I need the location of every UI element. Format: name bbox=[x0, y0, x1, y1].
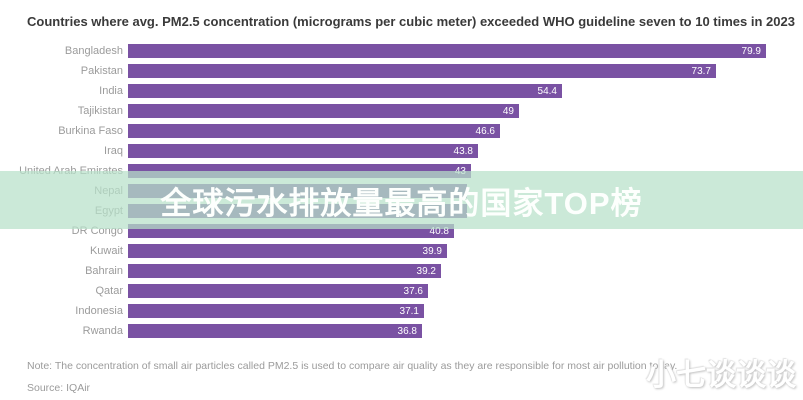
banner-overlay: 全球污水排放量最高的国家TOP榜 bbox=[0, 171, 803, 229]
bar-row: Bangladesh 79.9 bbox=[0, 41, 803, 61]
bar: 79.9 bbox=[128, 44, 766, 58]
value-label: 43.8 bbox=[453, 145, 473, 157]
bar-row: Indonesia 37.1 bbox=[0, 301, 803, 321]
bar: 37.1 bbox=[128, 304, 424, 318]
bar-row: Rwanda 36.8 bbox=[0, 321, 803, 341]
bar: 46.6 bbox=[128, 124, 500, 138]
country-label: Rwanda bbox=[82, 325, 123, 337]
bar: 54.4 bbox=[128, 84, 562, 98]
bar-row: Bahrain 39.2 bbox=[0, 261, 803, 281]
bar: 73.7 bbox=[128, 64, 716, 78]
country-label: Indonesia bbox=[75, 305, 123, 317]
country-label: Kuwait bbox=[89, 245, 123, 257]
bar-row: India 54.4 bbox=[0, 81, 803, 101]
bar-row: Kuwait 39.9 bbox=[0, 241, 803, 261]
value-label: 40.8 bbox=[429, 225, 449, 237]
value-label: 79.9 bbox=[741, 45, 761, 57]
bar: 37.6 bbox=[128, 284, 428, 298]
bar-row: Pakistan 73.7 bbox=[0, 61, 803, 81]
country-label: Qatar bbox=[95, 285, 123, 297]
value-label: 49 bbox=[502, 105, 514, 117]
country-label: Bahrain bbox=[85, 265, 123, 277]
value-label: 46.6 bbox=[475, 125, 495, 137]
bar-row: Tajikistan 49 bbox=[0, 101, 803, 121]
bar: 49 bbox=[128, 104, 519, 118]
value-label: 73.7 bbox=[691, 65, 711, 77]
value-label: 37.1 bbox=[399, 305, 419, 317]
chart-source: Source: IQAir bbox=[27, 382, 91, 394]
country-label: India bbox=[99, 85, 123, 97]
value-label: 39.9 bbox=[422, 245, 442, 257]
country-label: Burkina Faso bbox=[58, 125, 123, 137]
country-label: Tajikistan bbox=[77, 105, 123, 117]
value-label: 39.2 bbox=[416, 265, 436, 277]
value-label: 54.4 bbox=[537, 85, 557, 97]
bar: 39.2 bbox=[128, 264, 441, 278]
watermark: 小七谈谈谈 bbox=[646, 359, 796, 392]
country-label: Iraq bbox=[104, 145, 123, 157]
bar-row: Burkina Faso 46.6 bbox=[0, 121, 803, 141]
bar-row: Qatar 37.6 bbox=[0, 281, 803, 301]
bar: 39.9 bbox=[128, 244, 447, 258]
bar: 36.8 bbox=[128, 324, 422, 338]
value-label: 37.6 bbox=[403, 285, 423, 297]
country-label: Pakistan bbox=[80, 65, 123, 77]
chart-note: Note: The concentration of small air par… bbox=[27, 360, 678, 372]
country-label: Bangladesh bbox=[64, 45, 123, 57]
banner-title: 全球污水排放量最高的国家TOP榜 bbox=[160, 185, 643, 221]
bar: 43.8 bbox=[128, 144, 478, 158]
bar-row: Iraq 43.8 bbox=[0, 141, 803, 161]
chart-title: Countries where avg. PM2.5 concentration… bbox=[27, 14, 795, 29]
value-label: 36.8 bbox=[397, 325, 417, 337]
